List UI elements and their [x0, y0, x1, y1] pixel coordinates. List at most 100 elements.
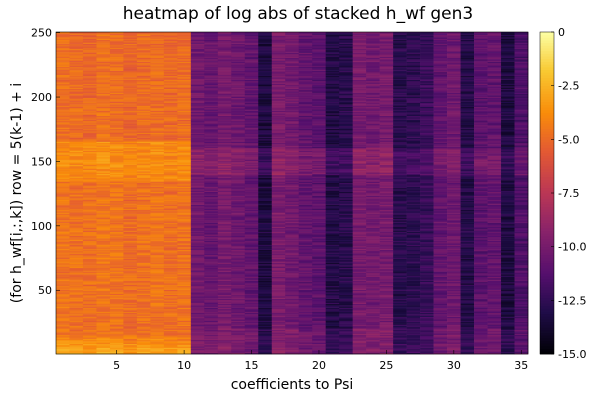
heatmap-cell: [109, 244, 124, 247]
heatmap-cell: [231, 95, 246, 97]
heatmap-cell: [82, 200, 97, 203]
heatmap-cell: [96, 65, 111, 68]
heatmap-cell: [163, 202, 178, 204]
heatmap-cell: [109, 111, 124, 114]
heatmap-cell: [244, 241, 259, 244]
heatmap-cell: [298, 114, 313, 117]
heatmap-cell: [190, 240, 205, 243]
heatmap-cell: [312, 240, 327, 243]
heatmap-cell: [123, 205, 138, 208]
heatmap-cell: [271, 267, 286, 270]
heatmap-cell: [285, 53, 300, 56]
heatmap-cell: [190, 186, 205, 189]
heatmap-cell: [312, 328, 327, 330]
heatmap-cell: [69, 222, 84, 225]
heatmap-cell: [231, 57, 246, 60]
heatmap-cell: [204, 41, 219, 43]
heatmap-cell: [109, 294, 124, 297]
heatmap-cell: [150, 111, 165, 114]
heatmap-cell: [163, 156, 178, 159]
heatmap-cell: [163, 333, 178, 335]
heatmap-cell: [177, 119, 192, 122]
heatmap-cell: [231, 208, 246, 211]
heatmap-cell: [82, 144, 97, 146]
heatmap-cell: [244, 347, 259, 350]
heatmap-cell: [56, 80, 70, 83]
heatmap-cell: [69, 244, 84, 247]
heatmap-cell: [56, 32, 70, 34]
heatmap-cell: [136, 128, 151, 131]
heatmap-cell: [109, 250, 124, 253]
heatmap-cell: [204, 142, 219, 145]
heatmap-cell: [271, 299, 286, 302]
heatmap-cell: [69, 178, 84, 181]
heatmap-cell: [271, 43, 286, 46]
heatmap-cell: [271, 303, 286, 306]
heatmap-cell: [217, 195, 232, 198]
heatmap-cell: [96, 118, 111, 120]
heatmap-cell: [177, 132, 192, 135]
heatmap-cell: [69, 278, 84, 280]
heatmap-cell: [217, 136, 232, 138]
heatmap-cell: [244, 301, 259, 303]
heatmap-cell: [244, 110, 259, 113]
heatmap-cell: [150, 230, 165, 232]
heatmap-cell: [231, 248, 246, 250]
heatmap-cell: [285, 141, 300, 144]
heatmap-cell: [82, 87, 97, 89]
heatmap-cell: [231, 193, 246, 195]
heatmap-cell: [204, 187, 219, 190]
heatmap-cell: [136, 183, 151, 186]
heatmap-cell: [271, 296, 286, 298]
heatmap-cell: [190, 245, 205, 248]
heatmap-cell: [190, 209, 205, 212]
heatmap-cell: [177, 66, 192, 69]
heatmap-cell: [271, 42, 286, 44]
heatmap-cell: [258, 281, 273, 284]
heatmap-cell: [150, 169, 165, 172]
heatmap-cell: [69, 330, 84, 333]
heatmap-cell: [163, 276, 178, 279]
heatmap-cell: [217, 339, 232, 342]
heatmap-cell: [69, 190, 84, 193]
heatmap-cell: [231, 288, 246, 290]
heatmap-cell: [123, 315, 138, 317]
heatmap-cell: [258, 333, 273, 335]
heatmap-cell: [271, 203, 286, 205]
heatmap-cell: [258, 82, 273, 84]
heatmap-cell: [298, 253, 313, 256]
heatmap-cell: [285, 97, 300, 100]
heatmap-cell: [244, 225, 259, 227]
heatmap-cell: [298, 281, 313, 284]
heatmap-cell: [177, 51, 192, 53]
heatmap-cell: [96, 82, 111, 84]
heatmap-cell: [136, 225, 151, 227]
heatmap-cell: [123, 183, 138, 186]
heatmap-cell: [163, 124, 178, 127]
heatmap-cell: [258, 241, 273, 244]
heatmap-cell: [231, 82, 246, 84]
heatmap-cell: [217, 278, 232, 280]
heatmap-cell: [96, 319, 111, 321]
heatmap-cell: [231, 268, 246, 271]
heatmap-cell: [136, 220, 151, 222]
heatmap-cell: [56, 325, 70, 328]
heatmap-cell: [177, 292, 192, 294]
heatmap-cell: [109, 44, 124, 47]
heatmap-cell: [244, 62, 259, 65]
heatmap-cell: [96, 127, 111, 129]
heatmap-cell: [109, 48, 124, 51]
heatmap-cell: [244, 252, 259, 254]
heatmap-cell: [150, 334, 165, 337]
heatmap-cell: [217, 86, 232, 88]
heatmap-cell: [190, 241, 205, 244]
heatmap-cell: [177, 209, 192, 212]
heatmap-cell: [244, 46, 259, 48]
heatmap-cell: [82, 220, 97, 222]
heatmap-cell: [204, 124, 219, 127]
heatmap-cell: [56, 303, 70, 306]
heatmap-cell: [96, 226, 111, 229]
heatmap-cell: [82, 173, 97, 176]
heatmap-cell: [244, 311, 259, 314]
heatmap-cell: [285, 270, 300, 272]
